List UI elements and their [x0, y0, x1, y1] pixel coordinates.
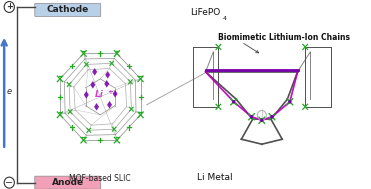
Text: LiFePO: LiFePO	[190, 9, 220, 17]
Text: Anode: Anode	[52, 178, 84, 187]
Polygon shape	[94, 103, 99, 111]
Circle shape	[250, 115, 253, 119]
Polygon shape	[107, 101, 112, 109]
Text: e: e	[7, 87, 12, 96]
Polygon shape	[104, 80, 109, 88]
Polygon shape	[91, 81, 95, 89]
Text: +: +	[107, 89, 113, 95]
Polygon shape	[92, 68, 97, 76]
Circle shape	[270, 115, 274, 119]
Polygon shape	[113, 90, 118, 98]
Polygon shape	[105, 71, 110, 79]
Text: +: +	[6, 2, 13, 12]
Text: Li: Li	[95, 90, 104, 99]
Polygon shape	[84, 91, 89, 99]
Text: Cathode: Cathode	[47, 5, 89, 15]
Circle shape	[288, 100, 292, 104]
FancyBboxPatch shape	[35, 176, 101, 189]
Text: −: −	[5, 178, 13, 188]
Text: Biomimetic Lithium-Ion Chains: Biomimetic Lithium-Ion Chains	[218, 33, 350, 42]
Circle shape	[260, 119, 263, 122]
Text: Li Metal: Li Metal	[197, 173, 232, 182]
Circle shape	[232, 100, 235, 104]
Text: 4: 4	[223, 16, 227, 22]
Text: MOF-based SLIC: MOF-based SLIC	[69, 174, 131, 183]
FancyBboxPatch shape	[35, 3, 101, 16]
